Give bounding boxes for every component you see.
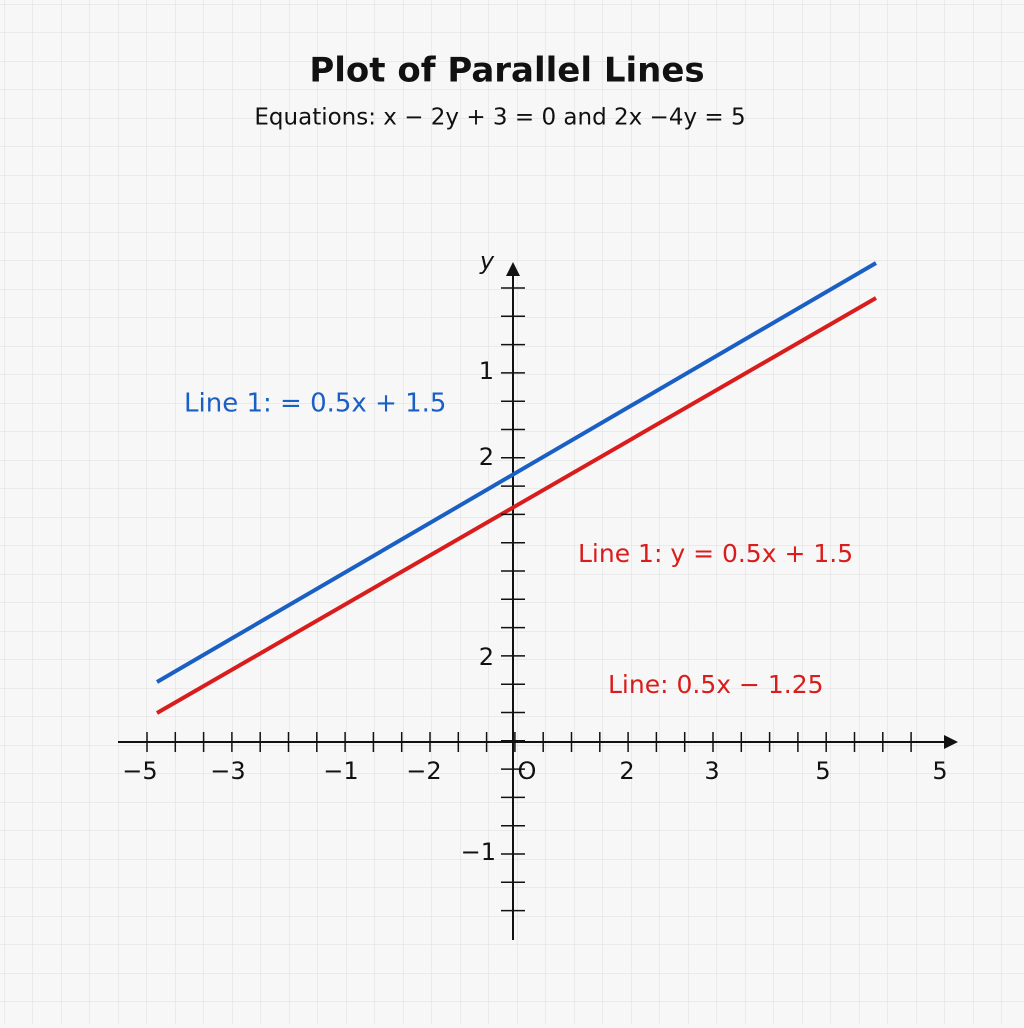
y-tick-label: 2 xyxy=(479,443,494,471)
x-tick-label: 2 xyxy=(619,757,634,785)
red-annotation: Line 1: y = 0.5x + 1.5 xyxy=(578,539,853,568)
red-annotation: Line: 0.5x − 1.25 xyxy=(608,670,824,699)
y-tick-label: 1 xyxy=(479,357,494,385)
x-tick-label: 5 xyxy=(932,757,947,785)
x-tick-label: O xyxy=(518,757,537,785)
y-tick-label: −1 xyxy=(461,838,496,866)
title: Plot of Parallel Lines xyxy=(309,51,704,91)
red-line xyxy=(156,296,877,715)
y-label: y xyxy=(479,247,495,275)
x-tick-label: 5 xyxy=(815,757,830,785)
x-arrow xyxy=(944,735,958,749)
x-tick-label: −3 xyxy=(210,757,245,785)
x-tick-label: −1 xyxy=(323,757,358,785)
y-tick-label: 2 xyxy=(479,643,494,671)
blue-annotation: Line 1: = 0.5x + 1.5 xyxy=(184,389,446,419)
x-tick-label: −5 xyxy=(122,757,157,785)
x-tick-label: −2 xyxy=(406,757,441,785)
y-arrow xyxy=(506,262,520,276)
subtitle: Equations: x − 2y + 3 = 0 and 2x −4y = 5 xyxy=(254,105,745,131)
blue-line xyxy=(155,261,878,684)
x-tick-label: 3 xyxy=(704,757,719,785)
